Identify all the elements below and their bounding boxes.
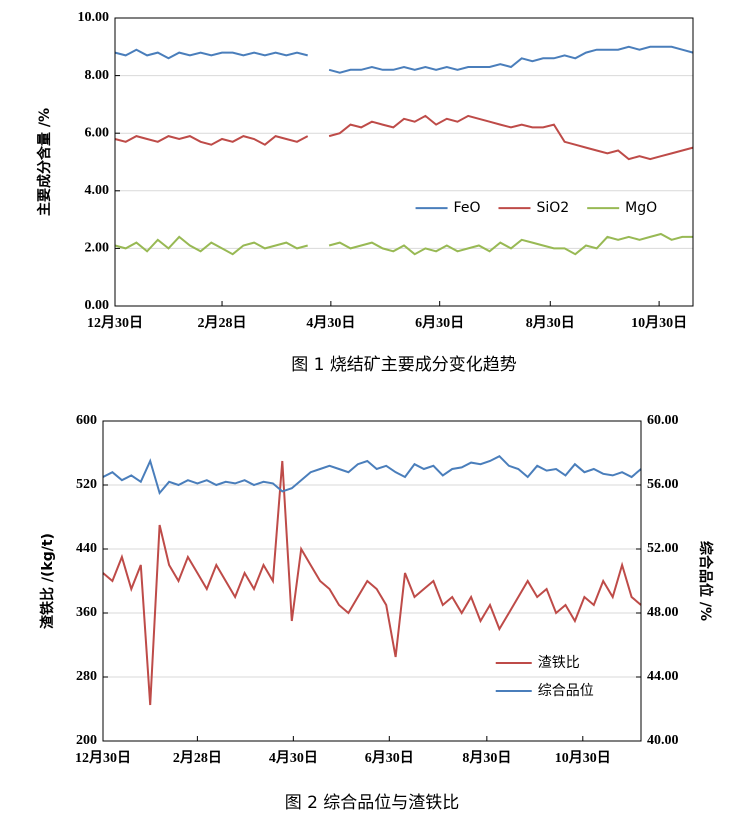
x-tick-label: 4月30日 [269,750,318,766]
x-tick-label: 10月30日 [631,315,687,331]
legend-label: SiO2 [536,200,569,216]
chart-caption: 图 2 综合品位与渣铁比 [285,793,460,813]
y-tick-label: 280 [76,669,97,684]
y-tick-label: 200 [76,733,97,748]
y2-tick-label: 60.00 [647,413,679,428]
x-tick-label: 4月30日 [306,315,355,331]
legend-label: MgO [625,200,657,216]
y-tick-label: 600 [76,413,97,428]
y-tick-label: 4.00 [85,183,110,198]
legend-label: 综合品位 [538,683,594,699]
y2-tick-label: 48.00 [647,605,679,620]
series-line [102,454,642,496]
series-line [114,114,694,161]
x-tick-label: 2月28日 [173,750,222,766]
series-line [102,460,642,706]
y-tick-label: 10.00 [78,10,110,25]
x-tick-label: 10月30日 [555,750,611,766]
y-tick-label: 440 [76,541,97,556]
y-tick-label: 0.00 [85,298,110,313]
x-tick-label: 6月30日 [365,750,414,766]
y2-tick-label: 56.00 [647,477,679,492]
chart-caption: 图 1 烧结矿主要成分变化趋势 [291,355,517,375]
series-line [114,45,694,74]
x-tick-label: 6月30日 [415,315,464,331]
y2-tick-label: 44.00 [647,669,679,684]
plot-border [102,420,642,742]
legend-label: FeO [454,200,481,216]
legend-label: 渣铁比 [538,655,580,671]
x-tick-label: 8月30日 [462,750,511,766]
series-line [114,232,693,256]
y-tick-label: 2.00 [85,241,110,256]
y-axis-label: 主要成分含量 /% [36,108,53,216]
y-axis-label: 渣铁比 /(kg/t) [39,533,56,629]
y-tick-label: 360 [76,605,97,620]
y2-axis-label: 综合品位 /% [697,541,714,621]
x-tick-label: 12月30日 [75,750,131,766]
x-tick-label: 2月28日 [198,315,247,331]
y2-tick-label: 40.00 [647,733,679,748]
x-tick-label: 12月30日 [87,315,143,331]
x-tick-label: 8月30日 [526,315,575,331]
y-tick-label: 6.00 [85,125,110,140]
y-tick-label: 8.00 [85,68,110,83]
y-tick-label: 520 [76,477,97,492]
y2-tick-label: 52.00 [647,541,679,556]
plot-border [114,17,694,307]
